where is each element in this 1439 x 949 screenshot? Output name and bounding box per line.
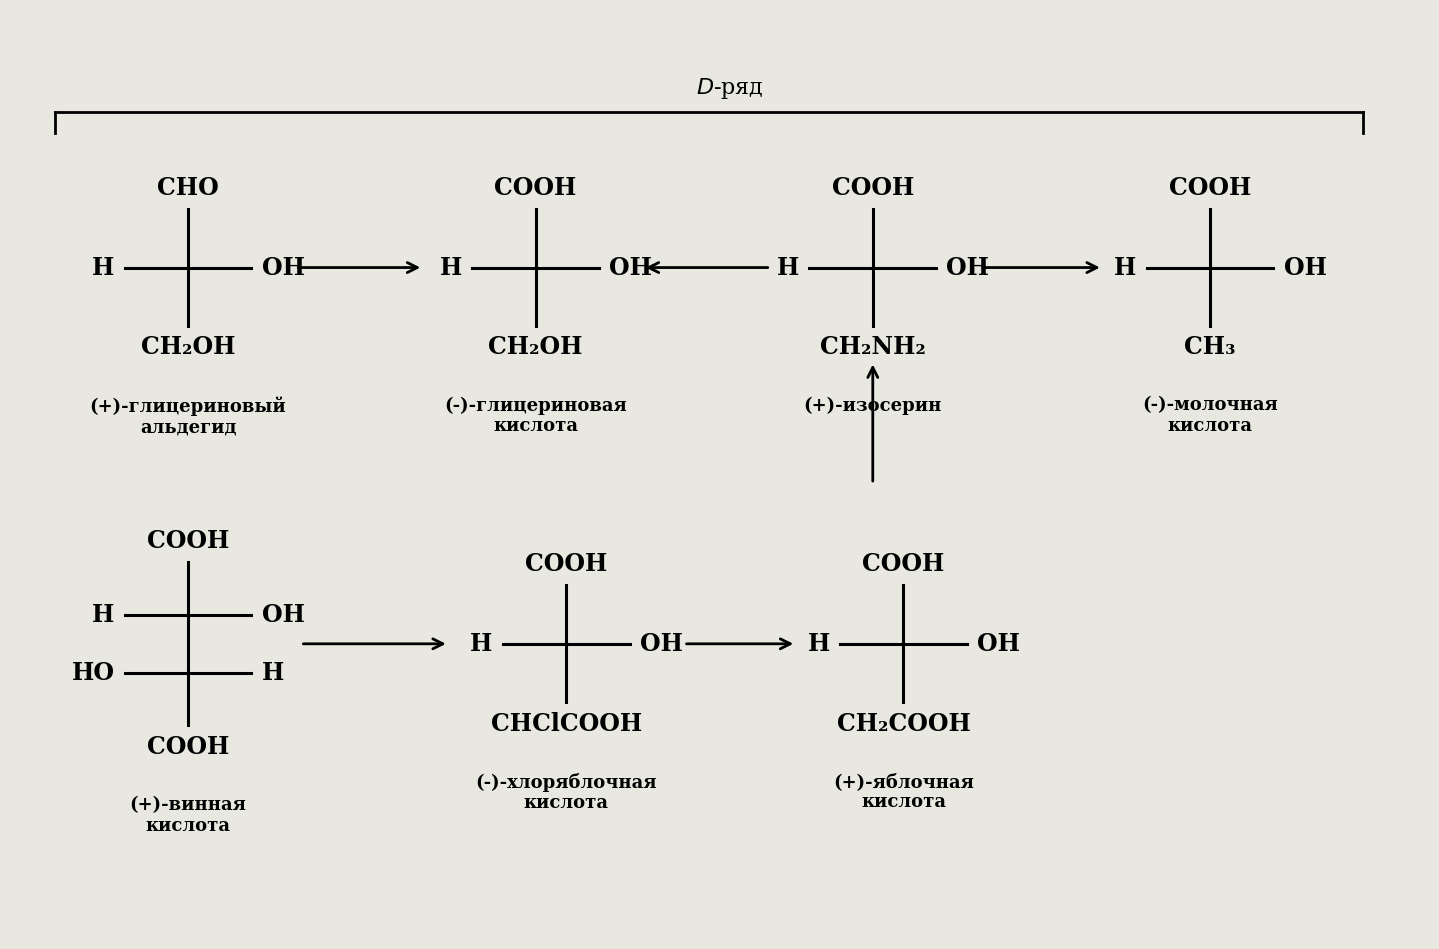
Text: OH: OH <box>262 255 305 280</box>
Text: H: H <box>471 632 492 656</box>
Text: (-)-глицериновая
кислота: (-)-глицериновая кислота <box>445 397 627 436</box>
Text: (-)-молочная
кислота: (-)-молочная кислота <box>1143 397 1278 436</box>
Text: OH: OH <box>977 632 1020 656</box>
Text: CH₂COOH: CH₂COOH <box>836 712 970 735</box>
Text: COOH: COOH <box>832 176 914 200</box>
Text: OH: OH <box>947 255 990 280</box>
Text: CH₃: CH₃ <box>1184 335 1236 360</box>
Text: H: H <box>807 632 830 656</box>
Text: (+)-яблочная
кислота: (+)-яблочная кислота <box>833 772 974 811</box>
Text: CHO: CHO <box>157 176 219 200</box>
Text: H: H <box>92 603 115 626</box>
Text: $\mathit{D}$-ряд: $\mathit{D}$-ряд <box>696 76 764 101</box>
Text: H: H <box>92 255 115 280</box>
Text: COOH: COOH <box>525 552 607 576</box>
Text: COOH: COOH <box>495 176 577 200</box>
Text: COOH: COOH <box>1168 176 1250 200</box>
Text: CH₂OH: CH₂OH <box>141 335 236 360</box>
Text: H: H <box>777 255 799 280</box>
Text: OH: OH <box>1284 255 1327 280</box>
Text: CH₂OH: CH₂OH <box>488 335 583 360</box>
Text: COOH: COOH <box>147 529 229 552</box>
Text: H: H <box>262 661 283 685</box>
Text: (+)-изосерин: (+)-изосерин <box>803 397 943 415</box>
Text: (-)-хлоряблочная
кислота: (-)-хлоряблочная кислота <box>475 772 658 812</box>
Text: CH₂NH₂: CH₂NH₂ <box>820 335 925 360</box>
Text: OH: OH <box>640 632 682 656</box>
Text: H: H <box>439 255 462 280</box>
Text: COOH: COOH <box>862 552 944 576</box>
Text: (+)-глицериновый
альдегид: (+)-глицериновый альдегид <box>89 397 286 437</box>
Text: CHClCOOH: CHClCOOH <box>491 712 642 735</box>
Text: OH: OH <box>262 603 305 626</box>
Text: COOH: COOH <box>147 735 229 759</box>
Text: HO: HO <box>72 661 115 685</box>
Text: OH: OH <box>609 255 652 280</box>
Text: (+)-винная
кислота: (+)-винная кислота <box>130 796 246 835</box>
Text: H: H <box>1114 255 1137 280</box>
